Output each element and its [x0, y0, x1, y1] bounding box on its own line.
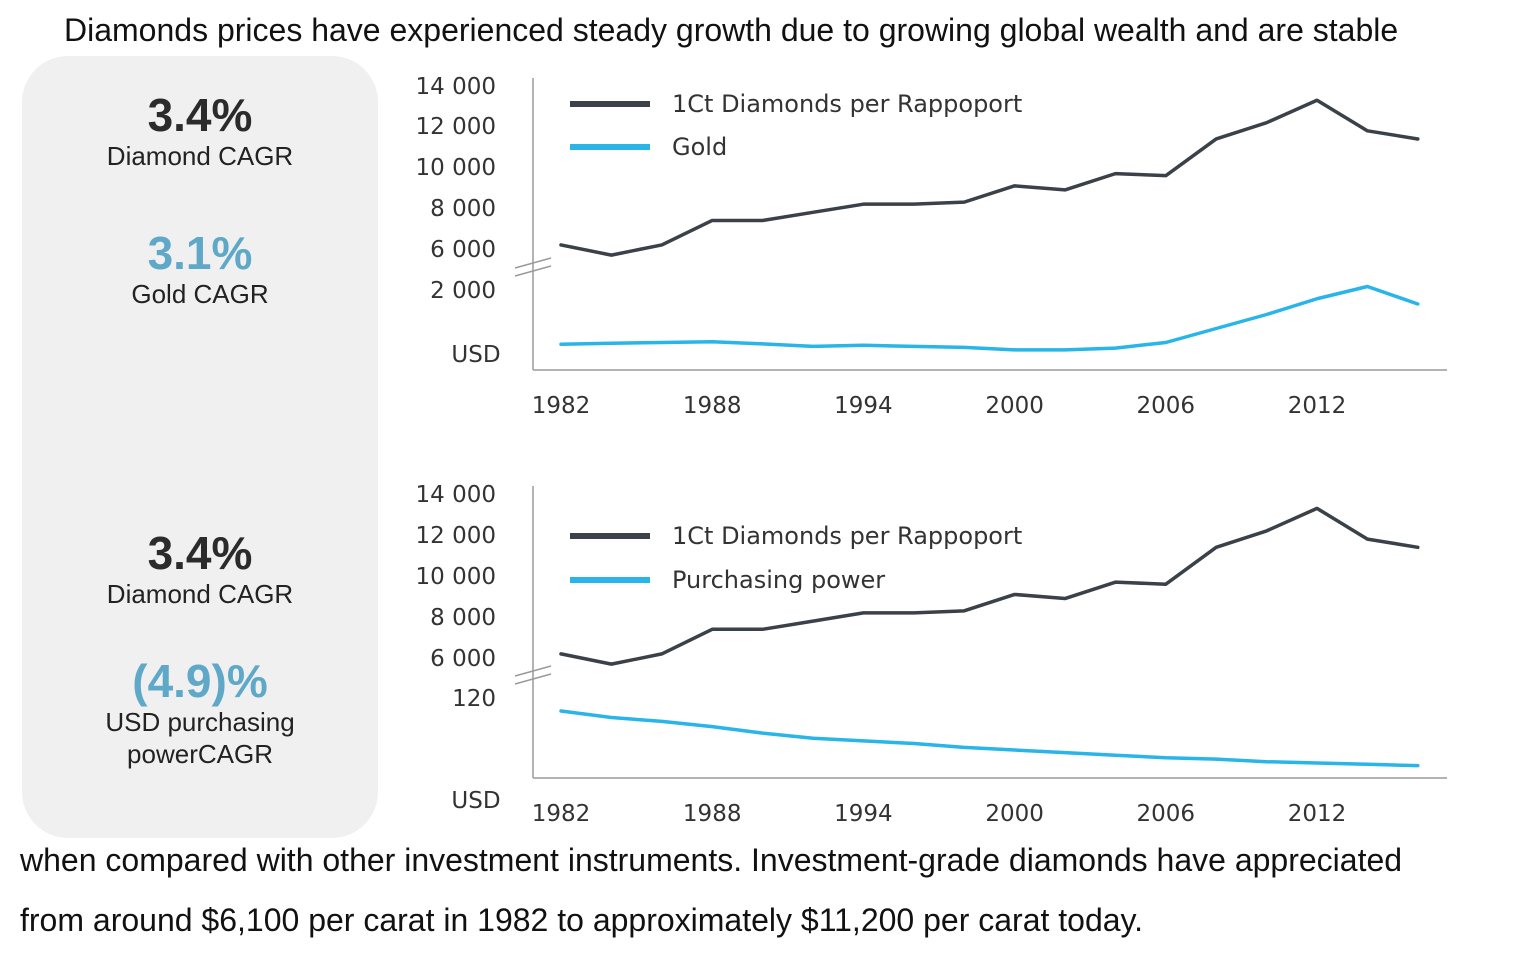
- stat-purchasing-power-cagr: (4.9)% USD purchasing powerCAGR: [22, 656, 378, 770]
- chart1-y-tick-label: 12 000: [416, 114, 496, 140]
- chart1-x-tick-label: 2012: [1288, 393, 1347, 419]
- chart2-series-line-blue: [559, 709, 1420, 768]
- chart2-x-tick-label: 2000: [985, 801, 1044, 827]
- chart2-y-tick-label: 10 000: [416, 564, 496, 590]
- stat-diamond-cagr-1: 3.4% Diamond CAGR: [22, 90, 378, 172]
- stat-value: (4.9)%: [132, 655, 268, 707]
- chart1-legend-label: Gold: [672, 133, 727, 161]
- chart2-y-tick-label: 12 000: [416, 523, 496, 549]
- chart2-axis-break-mark: [514, 673, 552, 685]
- chart1-y-tick-label: 8 000: [430, 196, 496, 222]
- stat-diamond-cagr-2: 3.4% Diamond CAGR: [22, 528, 378, 610]
- chart2-x-tick-label: 1988: [683, 801, 742, 827]
- chart1-axis-break-mark: [514, 265, 552, 277]
- chart1-y-tick-label: 2 000: [430, 278, 496, 304]
- chart2-legend-label: Purchasing power: [672, 566, 885, 594]
- stat-gold-cagr: 3.1% Gold CAGR: [22, 228, 378, 310]
- chart2-y-tick-label: 120: [452, 686, 496, 712]
- chart1-x-tick-label: 2006: [1137, 393, 1196, 419]
- chart2-axis-break-mark: [514, 665, 552, 677]
- headline: Diamonds prices have experienced steady …: [64, 12, 1399, 48]
- chart2-legend-label: 1Ct Diamonds per Rappoport: [672, 522, 1022, 550]
- chart1-series-line-blue: [559, 284, 1420, 352]
- chart2-y-tick-label: 6 000: [430, 646, 496, 672]
- stat-value: 3.4%: [147, 89, 253, 141]
- chart2-x-tick-label: 2012: [1288, 801, 1347, 827]
- chart1-x-tick-label: 1982: [532, 393, 591, 419]
- chart1-legend-label: 1Ct Diamonds per Rappoport: [672, 90, 1022, 118]
- chart1-y-unit-label: USD: [451, 342, 500, 368]
- chart1-axis-break-mark: [514, 257, 552, 269]
- footer-line-2: from around $6,100 per carat in 1982 to …: [20, 902, 1144, 938]
- chart2-x-tick-label: 2006: [1137, 801, 1196, 827]
- chart2-y-tick-label: 14 000: [416, 482, 496, 508]
- stat-value: 3.1%: [147, 227, 253, 279]
- chart2-x-tick-label: 1982: [532, 801, 591, 827]
- chart1-x-tick-label: 1994: [834, 393, 893, 419]
- stat-label-line2: powerCAGR: [127, 739, 273, 769]
- stat-label: Gold CAGR: [131, 279, 269, 309]
- chart2-x-tick-label: 1994: [834, 801, 893, 827]
- stat-value: 3.4%: [147, 527, 253, 579]
- chart1-y-tick-label: 14 000: [416, 74, 496, 100]
- chart1-x-tick-label: 1988: [683, 393, 742, 419]
- chart1-series-line-diamonds: [559, 98, 1420, 257]
- chart2-series-line-diamonds: [559, 506, 1420, 666]
- cagr-panel: [22, 56, 378, 838]
- footer-line-1: when compared with other investment inst…: [20, 842, 1403, 878]
- chart2-y-tick-label: 8 000: [430, 605, 496, 631]
- chart1-x-tick-label: 2000: [985, 393, 1044, 419]
- stat-label: Diamond CAGR: [106, 141, 294, 171]
- chart2-y-unit-label: USD: [451, 788, 500, 814]
- chart1-y-tick-label: 10 000: [416, 155, 496, 181]
- stat-label-line1: USD purchasing: [105, 707, 295, 737]
- stat-label: Diamond CAGR: [106, 579, 294, 609]
- chart1-y-tick-label: 6 000: [430, 237, 496, 263]
